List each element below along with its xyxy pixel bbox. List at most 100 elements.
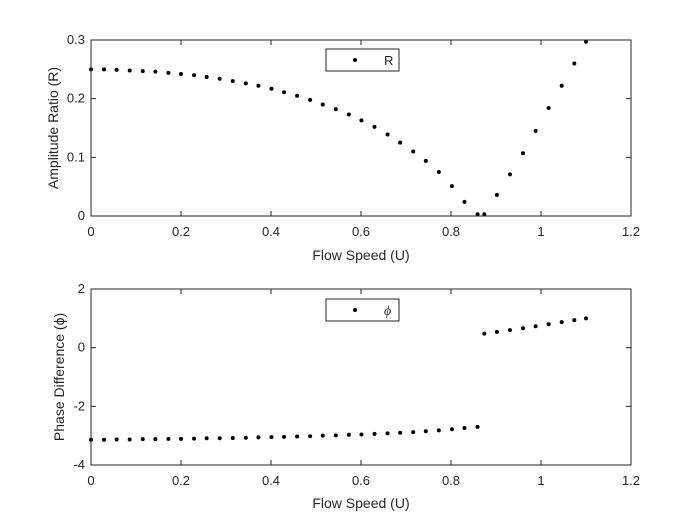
phase-axes-box — [90, 288, 632, 466]
data-point — [398, 430, 403, 435]
amplitude-x-axis-label: Flow Speed (U) — [312, 247, 409, 263]
data-point — [230, 79, 235, 84]
amplitude-legend-box — [325, 48, 400, 72]
data-point — [308, 97, 313, 102]
data-point — [243, 81, 248, 86]
x-tick-label: 0.4 — [262, 224, 280, 239]
data-point — [411, 430, 416, 435]
data-point — [269, 435, 274, 440]
data-point — [102, 437, 107, 442]
phase-legend-marker — [353, 308, 357, 312]
data-point — [546, 322, 551, 327]
data-point — [217, 436, 222, 441]
y-tick-label: -4 — [73, 457, 85, 472]
x-tick-label: 1.2 — [622, 224, 640, 239]
x-tick-label: 0 — [87, 224, 94, 239]
amplitude-points — [89, 39, 588, 217]
data-point — [533, 128, 538, 133]
data-point — [521, 151, 525, 156]
amplitude-legend: R — [325, 48, 400, 72]
data-point — [282, 90, 287, 95]
data-point — [475, 424, 480, 429]
data-point — [572, 61, 577, 66]
data-point — [295, 93, 300, 98]
data-point — [127, 68, 132, 73]
data-point — [269, 86, 274, 91]
data-point — [230, 436, 235, 441]
data-point — [333, 433, 338, 438]
data-point — [166, 436, 171, 441]
data-point — [295, 434, 300, 439]
data-point — [320, 102, 325, 107]
data-point — [475, 212, 480, 217]
x-tick-label: 0.4 — [262, 473, 280, 488]
x-tick-label: 0.2 — [172, 224, 190, 239]
x-tick-label: 1 — [537, 224, 544, 239]
data-point — [243, 435, 248, 440]
data-point — [359, 432, 364, 437]
data-point — [462, 199, 467, 204]
y-tick-label: 0.3 — [67, 32, 85, 47]
data-point — [333, 107, 338, 112]
data-point — [584, 39, 588, 44]
data-point — [449, 427, 454, 432]
data-point — [179, 436, 183, 441]
data-point — [436, 428, 441, 433]
data-point — [572, 318, 577, 323]
data-point — [320, 433, 325, 438]
data-point — [385, 431, 390, 436]
data-point — [494, 192, 499, 197]
x-tick-label: 0.8 — [442, 473, 460, 488]
data-point — [423, 158, 428, 163]
data-point — [256, 83, 261, 88]
data-point — [559, 320, 564, 325]
data-point — [372, 431, 377, 436]
data-point — [449, 184, 454, 189]
data-point — [559, 83, 564, 88]
x-tick-label: 0.2 — [172, 473, 190, 488]
amplitude-ratio-plot: 0 0.2 0.4 0.6 0.8 1 1.2 0 0.1 0.2 0.3 Flow Speed (… — [45, 32, 640, 263]
data-point — [346, 112, 351, 117]
data-point — [282, 434, 287, 439]
amplitude-y-axis-label: Amplitude Ratio (R) — [45, 67, 61, 189]
phase-legend-box — [325, 298, 400, 322]
x-tick-label: 0.8 — [442, 224, 460, 239]
data-point — [114, 67, 119, 72]
data-point — [102, 67, 107, 72]
x-tick-label: 0.6 — [352, 473, 370, 488]
y-tick-label: 2 — [78, 281, 85, 296]
data-point — [436, 170, 441, 174]
data-point — [204, 74, 209, 79]
data-point — [546, 106, 551, 111]
phase-ticks: 0 0.2 0.4 0.6 0.8 1 1.2 -4 -2 0 2 — [73, 281, 640, 488]
phase-y-axis-label: Phase Difference (ϕ) — [51, 313, 67, 441]
data-point — [308, 434, 313, 439]
amplitude-legend-marker — [353, 58, 357, 62]
phase-points — [89, 316, 588, 442]
y-tick-label: -2 — [73, 398, 85, 413]
data-point — [140, 69, 145, 74]
amplitude-legend-label: R — [384, 53, 393, 68]
data-point — [166, 70, 171, 75]
data-point — [114, 437, 119, 442]
data-point — [153, 437, 158, 442]
amplitude-axes-box — [90, 39, 632, 217]
data-point — [346, 432, 351, 437]
data-point — [521, 326, 525, 331]
data-point — [423, 429, 428, 434]
data-point — [398, 140, 403, 145]
data-point — [584, 316, 588, 321]
data-point — [411, 149, 416, 154]
data-point — [533, 324, 538, 329]
phase-legend: ϕ — [325, 298, 400, 322]
data-point — [153, 69, 158, 74]
data-point — [192, 73, 197, 78]
x-tick-label: 1.2 — [622, 473, 640, 488]
data-point — [482, 331, 487, 336]
data-point — [204, 436, 209, 441]
data-point — [507, 328, 512, 333]
phase-legend-label: ϕ — [384, 304, 391, 319]
data-point — [192, 436, 197, 441]
data-point — [507, 172, 512, 177]
